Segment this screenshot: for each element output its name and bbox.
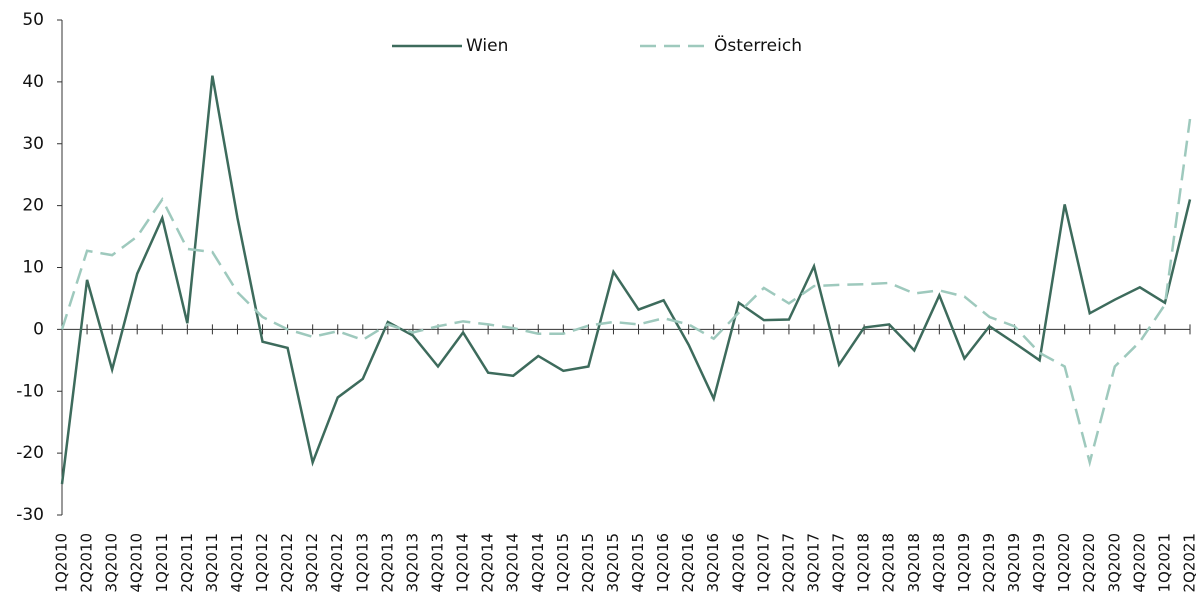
y-tick-label: -30 [16, 505, 44, 525]
x-tick-label: 2Q2016 [679, 533, 697, 593]
x-tick-label: 3Q2010 [103, 533, 121, 593]
x-tick-label: 3Q2011 [203, 533, 221, 593]
x-tick-label: 3Q2016 [704, 533, 722, 593]
x-tick-label: 1Q2021 [1155, 533, 1173, 593]
x-tick-label: 3Q2018 [905, 533, 923, 593]
y-tick-label: -10 [16, 381, 44, 401]
y-tick-label: -20 [16, 443, 44, 463]
legend-label: Wien [466, 36, 508, 56]
x-tick-label: 2Q2017 [779, 533, 797, 593]
x-tick-label: 3Q2014 [504, 533, 522, 593]
x-tick-label: 4Q2015 [629, 533, 647, 593]
x-tick-label: 2Q2018 [880, 533, 898, 593]
x-tick-label: 4Q2012 [328, 533, 346, 593]
x-tick-label: 3Q2020 [1105, 533, 1123, 593]
x-tick-label: 1Q2013 [353, 533, 371, 593]
x-tick-label: 2Q2019 [980, 533, 998, 593]
x-tick-label: 4Q2019 [1030, 533, 1048, 593]
x-tick-label: 4Q2020 [1130, 533, 1148, 593]
x-tick-label: 1Q2010 [53, 533, 71, 593]
x-tick-label: 4Q2010 [128, 533, 146, 593]
x-tick-label: 3Q2019 [1005, 533, 1023, 593]
x-tick-label: 4Q2018 [930, 533, 948, 593]
x-tick-label: 2Q2010 [78, 533, 96, 593]
x-tick-label: 1Q2017 [754, 533, 772, 593]
x-tick-label: 4Q2013 [429, 533, 447, 593]
x-tick-label: 4Q2017 [830, 533, 848, 593]
x-tick-label: 1Q2011 [153, 533, 171, 593]
y-tick-label: 20 [22, 196, 44, 216]
x-tick-label: 2Q2011 [178, 533, 196, 593]
x-tick-label: 4Q2011 [228, 533, 246, 593]
y-tick-label: 30 [22, 134, 44, 154]
x-tick-label: 1Q2015 [554, 533, 572, 593]
x-tick-label: 1Q2016 [654, 533, 672, 593]
x-tick-label: 2Q2014 [479, 533, 497, 593]
x-tick-label: 1Q2012 [253, 533, 271, 593]
x-tick-label: 3Q2015 [604, 533, 622, 593]
series-line [60, 118, 1192, 468]
y-tick-label: 10 [22, 258, 44, 278]
x-tick-label: 1Q2014 [454, 533, 472, 593]
x-tick-label: 2Q2012 [278, 533, 296, 593]
x-tick-label: 3Q2017 [805, 533, 823, 593]
x-tick-label: 4Q2014 [529, 533, 547, 593]
x-tick-label: 4Q2016 [729, 533, 747, 593]
series-line [60, 75, 1192, 485]
x-tick-label: 2Q2013 [378, 533, 396, 593]
x-tick-label: 3Q2012 [303, 533, 321, 593]
x-tick-label: 2Q2015 [579, 533, 597, 593]
x-tick-label: 1Q2020 [1055, 533, 1073, 593]
y-tick-label: 0 [33, 319, 44, 339]
x-tick-label: 1Q2018 [855, 533, 873, 593]
x-tick-label: 2Q2021 [1181, 533, 1196, 593]
y-tick-label: 40 [22, 72, 44, 92]
legend-label: Österreich [714, 34, 802, 56]
x-tick-label: 1Q2019 [955, 533, 973, 593]
x-tick-label: 3Q2013 [403, 533, 421, 593]
y-tick-label: 50 [22, 10, 44, 30]
x-tick-label: 2Q2020 [1080, 533, 1098, 593]
